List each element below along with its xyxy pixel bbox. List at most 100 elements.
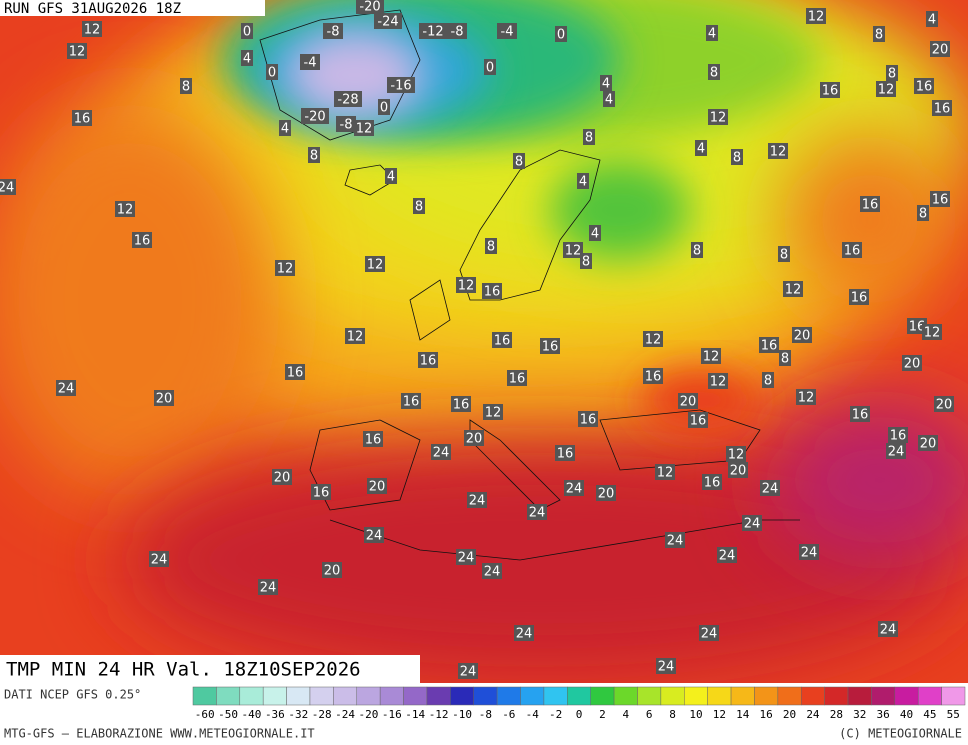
label-box <box>275 260 295 276</box>
colorbar-swatch <box>379 686 404 706</box>
temperature-label: 12 <box>84 23 101 38</box>
temperature-label: 24 <box>151 553 168 568</box>
temperature-label: 12 <box>645 333 662 348</box>
temperature-label: 16 <box>822 84 839 99</box>
label-box <box>483 404 503 420</box>
label-box <box>702 474 722 490</box>
temperature-label: 4 <box>708 27 716 42</box>
label-box <box>482 563 502 579</box>
label-box <box>717 547 737 563</box>
colorbar-label: 36 <box>876 708 889 721</box>
label-box <box>873 26 885 42</box>
label-box <box>934 396 954 412</box>
temperature-label: 16 <box>420 354 437 369</box>
temperature-label: 16 <box>761 339 778 354</box>
colorbar-label: 12 <box>713 708 726 721</box>
temperature-label: 24 <box>469 494 486 509</box>
temperature-label: 16 <box>690 414 707 429</box>
label-box <box>456 277 476 293</box>
colorbar-swatch <box>847 686 872 706</box>
label-box <box>308 147 320 163</box>
temperature-label: 12 <box>657 466 674 481</box>
temperature-label: 0 <box>486 61 494 76</box>
label-box <box>115 201 135 217</box>
label-box <box>577 173 589 189</box>
colorbar-label: 55 <box>947 708 960 721</box>
colorbar-swatch <box>707 686 732 706</box>
colorbar-swatch <box>356 686 381 706</box>
label-box <box>778 246 790 262</box>
colorbar-label: -12 <box>429 708 449 721</box>
colorbar-swatch <box>871 686 896 706</box>
temperature-label: 8 <box>582 255 590 270</box>
label-box <box>643 368 663 384</box>
temperature-label: 24 <box>433 446 450 461</box>
colorbar-label: -24 <box>335 708 355 721</box>
label-box <box>806 8 826 24</box>
colorbar-label: -60 <box>195 708 215 721</box>
label-box <box>285 364 305 380</box>
label-box <box>917 205 929 221</box>
label-box <box>241 50 253 66</box>
temperature-label: -16 <box>390 79 411 94</box>
temperature-label: 16 <box>453 398 470 413</box>
source: DATI NCEP GFS 0.25° <box>4 688 141 702</box>
colorbar-swatch <box>262 686 287 706</box>
label-box <box>272 469 292 485</box>
colorbar-label: 32 <box>853 708 866 721</box>
temperature-label: 20 <box>466 432 483 447</box>
temperature-label: 8 <box>875 28 883 43</box>
temperature-label: 8 <box>487 240 495 255</box>
label-box <box>467 492 487 508</box>
label-box <box>266 64 278 80</box>
colorbar-label: -36 <box>265 708 285 721</box>
temperature-label: 12 <box>356 122 373 137</box>
temperature-label: 24 <box>484 565 501 580</box>
temperature-label: 24 <box>516 627 533 642</box>
temperature-label: 12 <box>347 330 364 345</box>
label-box <box>301 108 329 124</box>
colorbar-swatch <box>216 686 241 706</box>
temperature-label: 20 <box>598 487 615 502</box>
temperature-label: 16 <box>862 198 879 213</box>
temperature-label: 4 <box>928 13 936 28</box>
temperature-label: 24 <box>260 581 277 596</box>
temperature-label: 12 <box>565 244 582 259</box>
label-box <box>300 54 320 70</box>
colorbar-label: 40 <box>900 708 913 721</box>
label-box <box>334 91 362 107</box>
temperature-label: 24 <box>888 445 905 460</box>
label-box <box>578 411 598 427</box>
temperature-field <box>0 0 968 683</box>
colorbar-label: -14 <box>405 708 425 721</box>
label-box <box>922 324 942 340</box>
label-box <box>514 625 534 641</box>
colorbar-label: -20 <box>359 708 379 721</box>
temperature-label: 16 <box>844 244 861 259</box>
label-box <box>768 143 788 159</box>
colorbar-swatch <box>800 686 825 706</box>
label-box <box>759 337 779 353</box>
label-box <box>180 78 192 94</box>
label-box <box>583 129 595 145</box>
temperature-label: 12 <box>798 391 815 406</box>
label-box <box>323 23 343 39</box>
label-box <box>849 289 869 305</box>
temperature-label: 16 <box>494 334 511 349</box>
temperature-label: 0 <box>243 25 251 40</box>
copyright: (C) METEOGIORNALE <box>839 727 962 741</box>
temperature-label: 16 <box>909 320 926 335</box>
colorbar-swatch <box>894 686 919 706</box>
label-box <box>401 393 421 409</box>
label-box <box>418 352 438 368</box>
colorbar-swatch <box>286 686 311 706</box>
colorbar-label: 16 <box>760 708 773 721</box>
label-box <box>485 238 497 254</box>
label-box <box>258 579 278 595</box>
title-box <box>0 655 420 683</box>
label-box <box>596 485 616 501</box>
label-box <box>930 191 950 207</box>
temperature-label: 0 <box>380 101 388 116</box>
